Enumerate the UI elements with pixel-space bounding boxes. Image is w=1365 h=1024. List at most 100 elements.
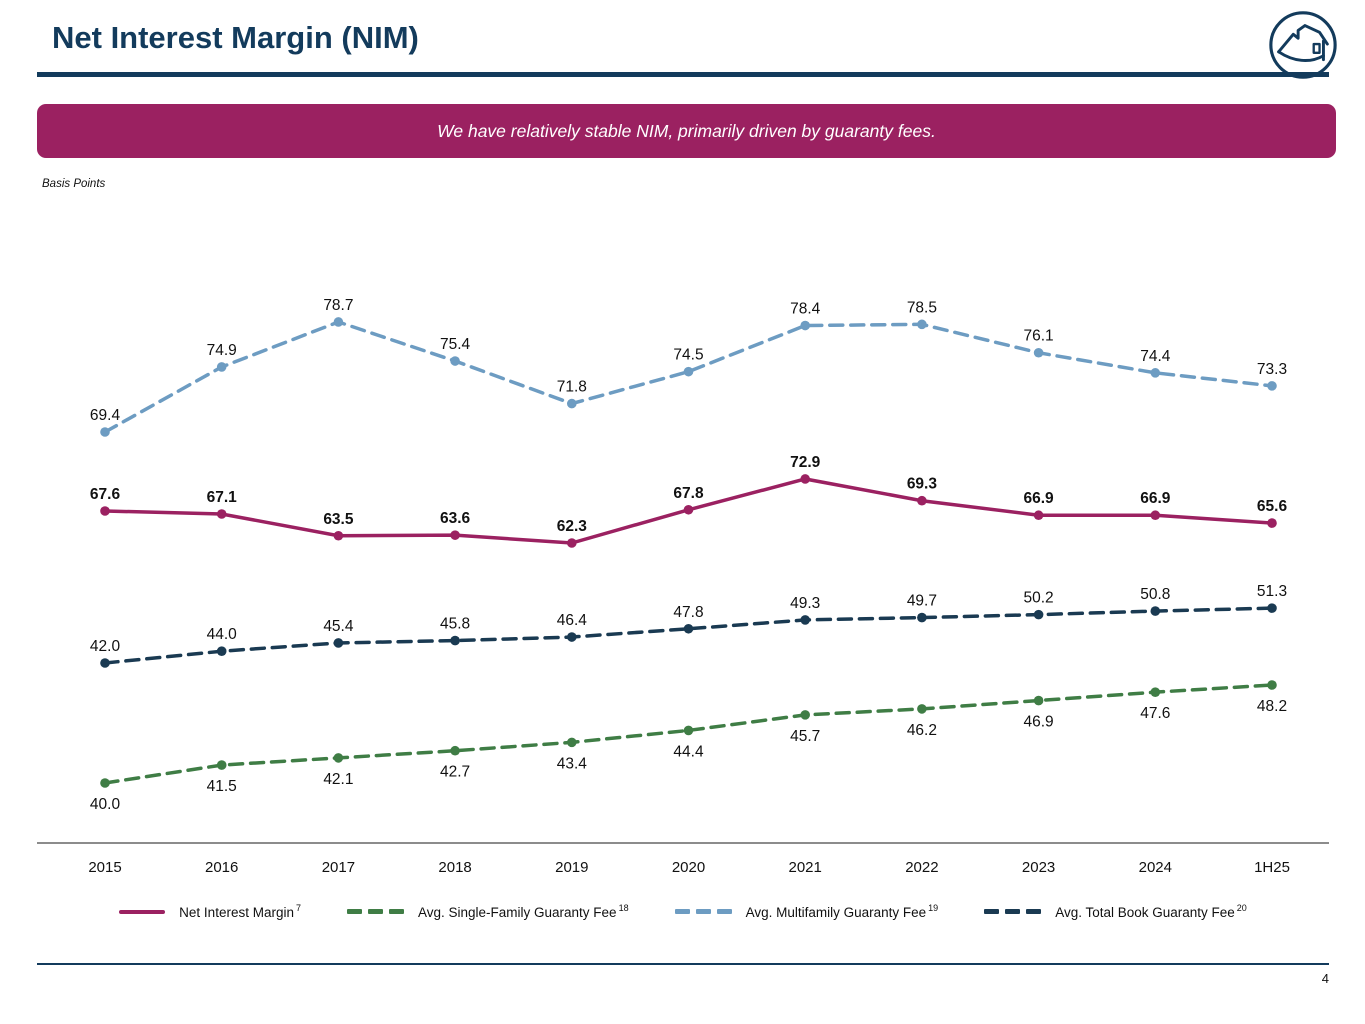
data-point [216, 760, 227, 770]
data-label: 49.7 [907, 593, 937, 610]
data-label: 63.6 [440, 510, 471, 527]
data-label: 72.9 [790, 454, 821, 471]
x-axis-label: 2016 [205, 859, 238, 876]
page-title: Net Interest Margin (NIM) [52, 20, 419, 55]
key-message-banner: We have relatively stable NIM, primarily… [37, 104, 1336, 158]
x-axis-label: 2015 [88, 859, 121, 876]
legend-item: Net Interest Margin 7 [119, 903, 301, 920]
data-label: 44.0 [207, 626, 238, 643]
data-label: 67.1 [207, 489, 238, 506]
data-label: 75.4 [440, 336, 471, 353]
data-point [100, 778, 110, 788]
data-label: 78.5 [907, 299, 937, 316]
data-point [450, 635, 460, 646]
data-label: 45.4 [323, 618, 354, 635]
data-point [567, 737, 577, 748]
series-line-dashed [103, 606, 1274, 665]
data-label: 47.8 [673, 604, 703, 621]
data-point [333, 753, 344, 763]
legend-swatch-dashed [674, 909, 732, 914]
data-point [567, 632, 577, 642]
data-point [216, 362, 227, 372]
fannie-mae-logo-icon [1269, 11, 1337, 79]
series-line-dashed [103, 320, 1274, 434]
data-point [1267, 603, 1277, 613]
data-point [917, 612, 927, 623]
x-axis-label: 2024 [1139, 859, 1172, 876]
data-point [917, 704, 927, 714]
data-label: 74.4 [1140, 348, 1171, 365]
data-point [450, 530, 460, 540]
data-point [100, 506, 110, 516]
legend-label: Avg. Multifamily Guaranty Fee 19 [745, 903, 939, 920]
data-label: 62.3 [557, 518, 588, 535]
data-label: 50.2 [1024, 590, 1054, 607]
data-point [1033, 347, 1044, 358]
data-point [333, 530, 344, 541]
data-point [800, 474, 810, 484]
data-point [1150, 368, 1161, 378]
legend-swatch-solid [119, 909, 166, 914]
data-label: 44.4 [673, 743, 704, 760]
data-label: 65.6 [1257, 498, 1288, 515]
data-point [800, 615, 810, 625]
data-point [683, 366, 694, 377]
data-label: 69.3 [907, 476, 938, 493]
data-label: 43.4 [557, 755, 588, 772]
legend-footnote: 7 [295, 903, 301, 913]
data-point [1033, 609, 1044, 620]
x-axis-label: 2017 [322, 859, 355, 876]
data-point [567, 538, 577, 548]
legend-swatch-dashed [984, 909, 1042, 914]
data-point [100, 427, 110, 437]
data-point [100, 658, 110, 668]
data-point [216, 646, 227, 656]
legend-footnote: 20 [1236, 903, 1247, 913]
data-point [800, 320, 810, 331]
data-point [800, 710, 810, 720]
x-axis-label: 2023 [1022, 859, 1055, 876]
legend-swatch-dashed [346, 909, 404, 914]
data-label: 46.9 [1024, 714, 1054, 731]
data-label: 78.4 [790, 301, 821, 318]
data-point [567, 398, 577, 409]
data-label: 45.7 [790, 728, 820, 745]
data-label: 40.0 [90, 796, 121, 813]
x-axis-label: 2022 [905, 859, 938, 876]
data-label: 78.7 [323, 297, 353, 314]
data-label: 42.0 [90, 638, 121, 655]
legend-item: Avg. Multifamily Guaranty Fee 19 [674, 903, 939, 920]
data-point [1150, 687, 1161, 697]
data-point [683, 623, 694, 634]
data-point [683, 725, 694, 736]
page-number: 4 [1321, 971, 1329, 986]
data-label: 50.8 [1140, 586, 1170, 603]
footer-divider [37, 963, 1329, 965]
x-axis-label: 2021 [789, 859, 822, 876]
legend-label: Avg. Total Book Guaranty Fee 20 [1055, 903, 1247, 920]
data-label: 76.1 [1024, 328, 1054, 345]
data-label: 69.4 [90, 407, 121, 424]
x-axis-label: 1H25 [1254, 859, 1290, 876]
data-point [333, 638, 344, 648]
data-point [333, 317, 344, 327]
x-axis-label: 2020 [672, 859, 705, 876]
data-point [683, 504, 694, 515]
data-point [1267, 680, 1277, 690]
data-label: 67.8 [673, 485, 704, 502]
data-label: 73.3 [1257, 361, 1287, 378]
data-point [450, 745, 460, 756]
data-point [917, 495, 927, 506]
data-label: 42.7 [440, 764, 470, 781]
data-label: 74.9 [207, 342, 237, 359]
data-point [917, 319, 927, 330]
data-label: 46.4 [557, 612, 588, 629]
data-label: 67.6 [90, 486, 121, 503]
data-label: 41.5 [207, 778, 237, 795]
data-label: 49.3 [790, 595, 820, 612]
x-axis-label: 2019 [555, 859, 588, 876]
data-label: 46.2 [907, 722, 937, 739]
chart-legend: Net Interest Margin 7 Avg. Single-Family G… [37, 903, 1329, 920]
data-label: 71.8 [557, 379, 587, 396]
